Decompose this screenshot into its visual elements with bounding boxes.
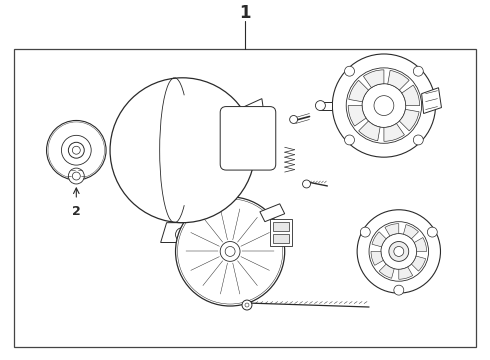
Circle shape <box>316 100 325 111</box>
Circle shape <box>47 121 106 180</box>
Wedge shape <box>359 121 380 141</box>
Circle shape <box>225 247 235 256</box>
Circle shape <box>165 132 200 168</box>
Circle shape <box>179 231 185 238</box>
Circle shape <box>173 141 192 159</box>
Polygon shape <box>421 88 441 113</box>
Circle shape <box>230 121 266 156</box>
Circle shape <box>110 78 255 223</box>
Circle shape <box>175 228 190 242</box>
Circle shape <box>389 242 409 261</box>
Wedge shape <box>372 232 386 247</box>
Circle shape <box>238 129 258 148</box>
Circle shape <box>175 197 285 306</box>
Text: 1: 1 <box>239 4 251 22</box>
Circle shape <box>218 199 223 206</box>
Wedge shape <box>414 238 427 251</box>
Circle shape <box>346 68 421 143</box>
Circle shape <box>52 126 100 174</box>
Circle shape <box>229 117 235 123</box>
Circle shape <box>69 168 84 184</box>
Polygon shape <box>320 102 332 109</box>
Circle shape <box>170 84 175 90</box>
Circle shape <box>237 118 243 124</box>
Circle shape <box>357 210 441 293</box>
Circle shape <box>360 227 370 237</box>
Circle shape <box>242 300 252 310</box>
Circle shape <box>53 127 99 173</box>
Circle shape <box>245 303 249 307</box>
Wedge shape <box>379 264 394 278</box>
Circle shape <box>229 153 235 159</box>
Circle shape <box>261 153 267 159</box>
Wedge shape <box>403 225 418 239</box>
Circle shape <box>427 227 437 237</box>
Circle shape <box>243 133 253 143</box>
Circle shape <box>220 242 240 261</box>
Circle shape <box>414 66 423 76</box>
Wedge shape <box>348 105 366 126</box>
Wedge shape <box>412 256 426 271</box>
Circle shape <box>344 66 354 76</box>
Wedge shape <box>388 71 409 90</box>
Wedge shape <box>402 85 419 105</box>
Circle shape <box>184 206 276 297</box>
Circle shape <box>69 142 84 158</box>
Circle shape <box>381 234 416 269</box>
Circle shape <box>302 180 311 188</box>
Circle shape <box>177 199 283 304</box>
Circle shape <box>142 199 147 206</box>
Circle shape <box>394 285 404 295</box>
Wedge shape <box>349 80 368 102</box>
Circle shape <box>155 122 210 178</box>
Circle shape <box>170 137 196 163</box>
Circle shape <box>362 84 406 127</box>
Circle shape <box>49 123 103 177</box>
Circle shape <box>374 96 394 116</box>
Circle shape <box>179 201 281 302</box>
Circle shape <box>183 205 277 298</box>
Circle shape <box>344 135 354 145</box>
Bar <box>273 222 289 231</box>
Wedge shape <box>384 123 404 141</box>
Polygon shape <box>260 204 285 222</box>
Circle shape <box>141 109 224 192</box>
Wedge shape <box>399 267 413 279</box>
Circle shape <box>332 54 436 157</box>
Bar <box>270 219 292 247</box>
Circle shape <box>261 117 267 123</box>
FancyBboxPatch shape <box>220 107 276 170</box>
Circle shape <box>290 116 297 123</box>
Circle shape <box>73 172 80 180</box>
Circle shape <box>369 222 429 281</box>
Circle shape <box>394 247 404 256</box>
Circle shape <box>176 144 189 156</box>
Circle shape <box>61 135 91 165</box>
Polygon shape <box>161 223 204 243</box>
Circle shape <box>123 91 242 210</box>
Wedge shape <box>371 251 383 265</box>
Circle shape <box>48 122 104 179</box>
Circle shape <box>414 135 423 145</box>
Polygon shape <box>240 99 264 122</box>
Circle shape <box>73 146 80 154</box>
Wedge shape <box>399 109 419 131</box>
Wedge shape <box>364 70 384 88</box>
Circle shape <box>118 127 124 133</box>
Bar <box>14 49 476 347</box>
Bar <box>273 234 289 243</box>
Circle shape <box>181 203 279 300</box>
Text: 2: 2 <box>72 205 81 218</box>
Circle shape <box>51 125 101 176</box>
Wedge shape <box>385 224 399 236</box>
